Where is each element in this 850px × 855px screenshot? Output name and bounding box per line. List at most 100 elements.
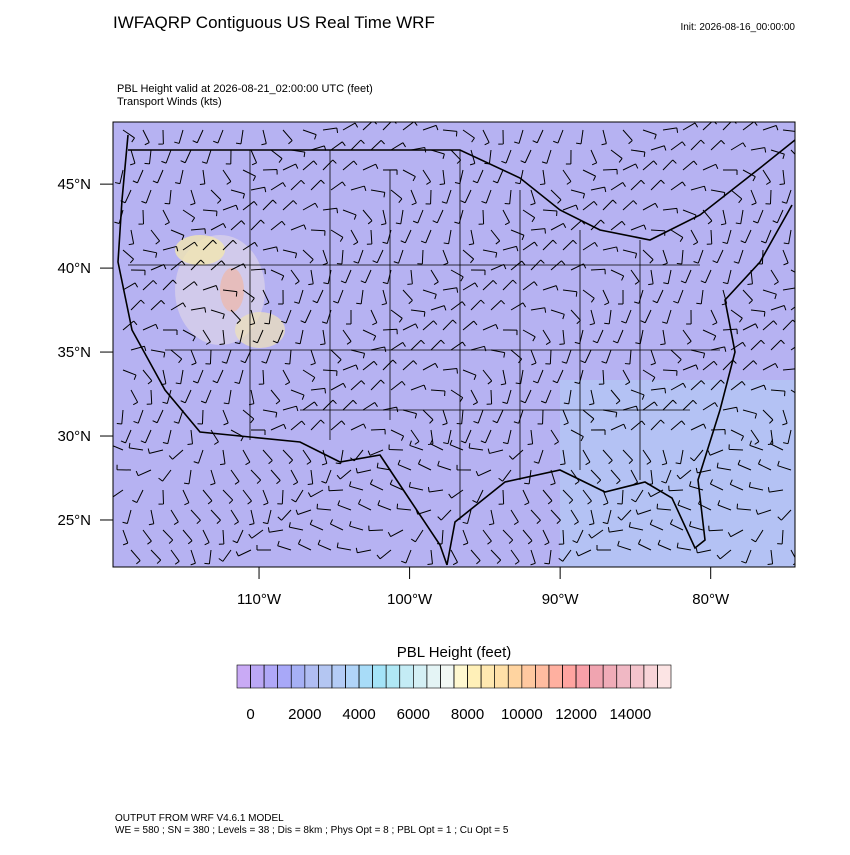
- wind-barb: [381, 209, 387, 226]
- wind-barb: [170, 509, 179, 525]
- wind-barb: [150, 549, 162, 564]
- colorbar-box: [575, 664, 590, 689]
- colorbar-box: [535, 664, 550, 689]
- wind-barb: [550, 309, 565, 320]
- wind-barb: [589, 389, 595, 406]
- wind-barb: [750, 429, 760, 445]
- wind-barb: [782, 287, 795, 291]
- wind-barb: [256, 545, 272, 551]
- wind-barb: [602, 449, 613, 465]
- wind-barb: [242, 169, 256, 181]
- wind-barb: [677, 500, 692, 511]
- colorbar-box: [602, 664, 618, 689]
- wind-barb: [376, 549, 392, 560]
- wind-barb: [333, 289, 344, 304]
- wind-barb: [610, 220, 626, 231]
- wind-barb: [170, 302, 187, 311]
- wind-barb: [642, 401, 658, 411]
- wind-barb: [762, 320, 778, 331]
- wind-barb: [562, 489, 574, 504]
- wind-barb: [670, 349, 682, 364]
- wind-barb: [142, 129, 150, 146]
- wind-barb: [680, 269, 692, 284]
- wind-barb: [270, 182, 286, 191]
- wind-barb: [397, 459, 412, 471]
- wind-barb: [682, 122, 699, 131]
- subtitle: PBL Height valid at 2026-08-21_02:00:00 …: [117, 83, 373, 95]
- wind-barb: [448, 489, 464, 499]
- colorbar-box: [345, 664, 360, 689]
- wind-barb: [532, 129, 544, 144]
- wind-barb: [650, 419, 665, 431]
- wind-barb: [562, 409, 569, 426]
- wind-barb: [262, 289, 270, 306]
- wind-barb: [277, 540, 292, 551]
- wind-barb: [717, 500, 732, 511]
- wind-barb: [570, 189, 586, 199]
- wind-barb: [410, 189, 417, 206]
- wind-barb: [482, 280, 497, 291]
- wind-barb: [530, 349, 537, 366]
- colorbar-box: [453, 664, 468, 689]
- y-tick-label: 30°N: [57, 428, 91, 445]
- wind-barb: [200, 389, 212, 404]
- wind-barb: [342, 122, 359, 131]
- wind-barb: [722, 169, 738, 175]
- wind-barb: [349, 481, 364, 491]
- wind-barb: [475, 469, 492, 477]
- wind-barb: [642, 449, 652, 465]
- wind-barb: [673, 289, 684, 304]
- wind-barb: [190, 549, 196, 566]
- title: IWFAQRP Contiguous US Real Time WRF: [113, 13, 435, 32]
- wind-barb: [537, 409, 544, 425]
- wind-barb: [490, 349, 506, 358]
- wind-barb: [590, 186, 607, 193]
- wind-barb: [702, 163, 719, 171]
- wind-barb: [588, 529, 604, 539]
- wind-barb: [590, 268, 606, 275]
- wind-barb: [650, 179, 665, 191]
- wind-barb: [148, 509, 155, 526]
- wind-barb: [722, 406, 739, 413]
- wind-barb: [210, 223, 227, 231]
- wind-barb: [235, 549, 252, 557]
- wind-barb: [342, 329, 352, 345]
- wind-barb: [270, 220, 286, 231]
- wind-barb: [542, 529, 550, 546]
- wind-barb: [695, 547, 712, 554]
- wind-barb: [328, 485, 344, 492]
- colorbar-title: PBL Height (feet): [397, 644, 512, 661]
- y-tick-label: 35°N: [57, 344, 91, 361]
- wind-barb: [340, 269, 352, 284]
- wind-barb: [417, 249, 424, 265]
- wind-barb: [350, 139, 365, 151]
- wind-barb: [132, 489, 144, 504]
- wind-barb: [582, 489, 592, 505]
- wind-barb: [712, 249, 724, 264]
- wind-barb: [762, 124, 779, 131]
- colorbar-box: [657, 664, 672, 689]
- wind-barb: [362, 163, 379, 171]
- colorbar-box: [630, 664, 645, 689]
- wind-barb: [515, 169, 524, 185]
- wind-barb: [750, 147, 767, 153]
- wind-barb: [442, 368, 458, 374]
- wind-barb: [662, 399, 677, 411]
- wind-barb: [390, 429, 405, 441]
- wind-barb: [122, 129, 135, 143]
- wind-barb: [230, 220, 246, 231]
- wind-barb: [522, 529, 533, 545]
- wind-barb: [225, 149, 232, 165]
- wind-barb: [366, 229, 373, 245]
- wind-barb: [190, 509, 201, 525]
- wind-barb: [478, 209, 485, 225]
- wind-barb: [150, 349, 166, 358]
- wind-barb: [412, 209, 424, 224]
- wind-barb: [487, 448, 504, 454]
- wind-barb: [730, 341, 746, 351]
- wind-barb: [201, 149, 212, 164]
- wind-barb: [722, 122, 737, 131]
- colorbar-tick-label: 10000: [501, 706, 543, 723]
- wind-barb: [462, 369, 477, 381]
- wind-barb: [250, 219, 265, 231]
